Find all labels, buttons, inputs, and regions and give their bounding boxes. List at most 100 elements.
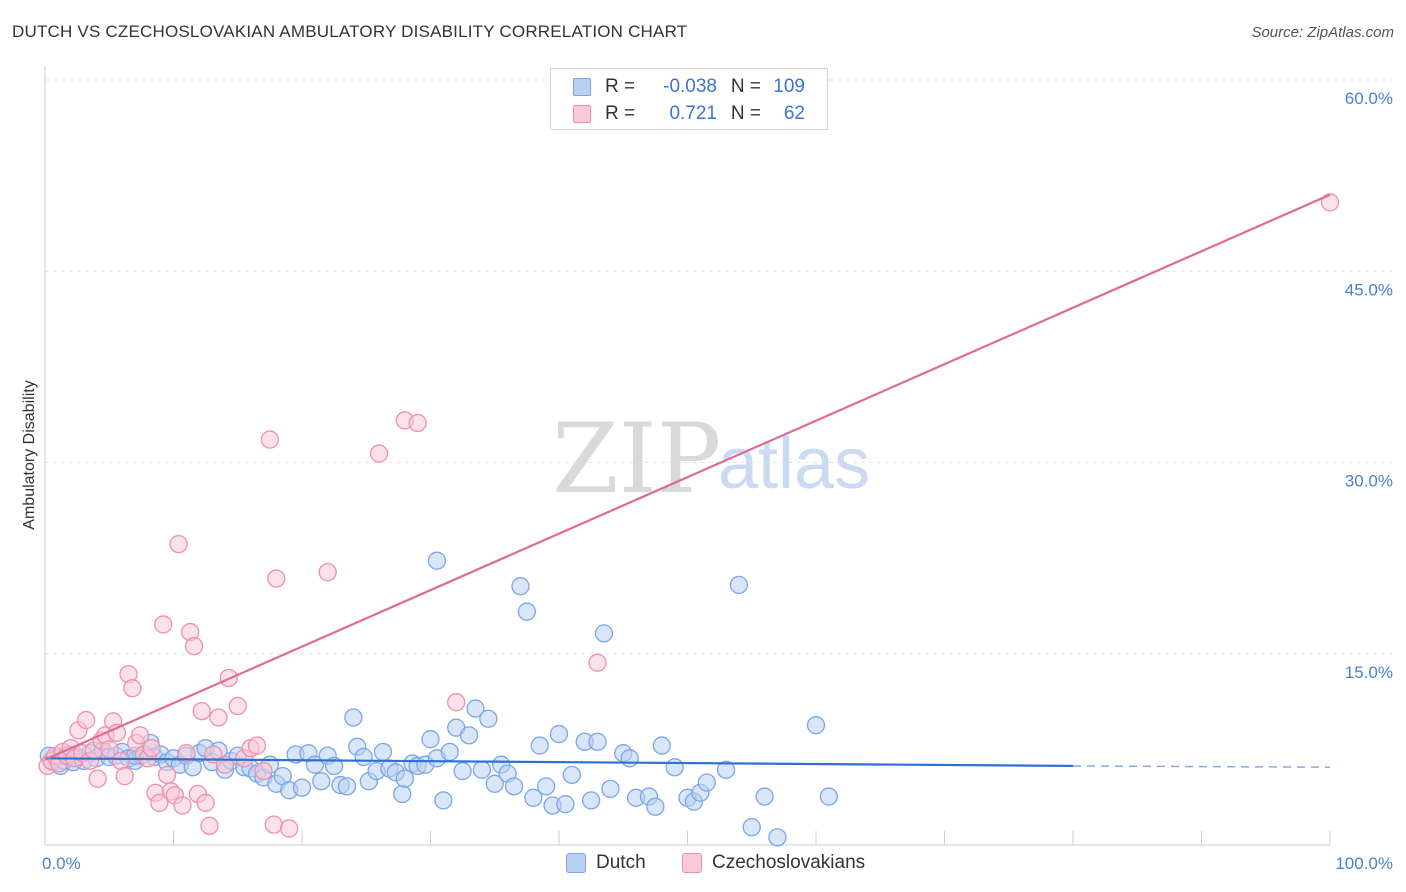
czechoslovakian-point: [88, 769, 107, 788]
legend-n-label: N =: [730, 76, 761, 97]
czechoslovakian-swatch: [682, 853, 702, 873]
watermark-atlas: atlas: [718, 424, 870, 504]
legend-row-dutch: R = -0.038 N = 109: [573, 75, 805, 99]
czechoslovakian-point: [228, 696, 247, 716]
czechoslovakian-point: [200, 816, 219, 836]
dutch-point: [530, 736, 549, 755]
dutch-point: [556, 795, 575, 814]
czechoslovakian-point: [209, 708, 228, 727]
legend-item-dutch[interactable]: Dutch: [566, 852, 646, 874]
dutch-point: [312, 772, 331, 791]
czechoslovakian-swatch: [573, 105, 591, 123]
czechoslovakian-point: [408, 413, 427, 433]
trend-lines: [44, 193, 1331, 768]
dutch-point: [427, 551, 447, 570]
dutch-point: [373, 742, 393, 762]
dutch-point: [620, 749, 639, 768]
legend-n-value: 62: [783, 103, 805, 124]
czechoslovakian-points: [38, 193, 1340, 838]
series-legend: Dutch Czechoslovakians: [0, 852, 1406, 878]
czechoslovakian-point: [264, 815, 283, 834]
dutch-point: [806, 716, 826, 735]
czechoslovakian-point: [115, 767, 134, 786]
legend-n-label: N =: [730, 103, 761, 124]
dutch-point: [652, 736, 671, 755]
dutch-point: [466, 699, 485, 718]
dutch-point: [697, 773, 716, 792]
dutch-point: [729, 575, 749, 595]
dutch-point: [504, 777, 524, 796]
dutch-point: [324, 756, 344, 776]
x-tick-labels: 0.0% 100.0%: [42, 854, 1393, 873]
chart-title: DUTCH VS CZECHOSLOVAKIAN AMBULATORY DISA…: [12, 22, 688, 41]
legend-r-label: R =: [605, 103, 636, 124]
watermark-zip: ZIP: [552, 403, 721, 515]
czechoslovakian-point: [76, 710, 96, 730]
y-tick-label: 15.0%: [1345, 663, 1393, 682]
y-tick-labels: 15.0% 30.0% 45.0% 60.0%: [1345, 89, 1393, 682]
correlation-legend: R = -0.038 N = 109 R = 0.721 N = 62: [550, 68, 828, 130]
czechoslovakian-point: [369, 444, 389, 463]
czechoslovakian-point: [1320, 193, 1340, 212]
legend-r-value: 0.721: [669, 103, 717, 124]
czechoslovakian-point: [254, 761, 273, 781]
legend-row-czechoslovakians: R = 0.721 N = 62: [573, 102, 805, 126]
dutch-point: [479, 709, 498, 728]
dutch-point: [344, 708, 363, 727]
czechoslovakian-point: [267, 569, 286, 588]
y-tick-label: 45.0%: [1345, 280, 1393, 299]
dutch-point: [511, 577, 530, 596]
axes: [44, 66, 1331, 846]
dutch-point: [768, 828, 787, 847]
legend-r-label: R =: [605, 76, 636, 97]
y-axis-label: Ambulatory Disability: [21, 380, 38, 529]
legend-item-label: Czechoslovakians: [712, 852, 866, 873]
dutch-point: [517, 602, 537, 621]
legend-item-label: Dutch: [596, 852, 646, 873]
czechoslovakian-point: [157, 765, 177, 785]
czechoslovakian-point: [169, 534, 188, 554]
dutch-point: [337, 777, 357, 796]
dutch-point: [440, 742, 459, 762]
czechoslovakian-point: [588, 653, 607, 672]
dutch-point: [453, 761, 472, 781]
dutch-point: [524, 788, 543, 807]
czechoslovakian-point: [318, 563, 337, 582]
dutch-point: [395, 769, 414, 788]
y-tick-label: 60.0%: [1345, 89, 1393, 108]
czechoslovakian-point: [154, 615, 173, 634]
czechoslovakian-point: [142, 738, 161, 758]
czechoslovakian-point: [111, 751, 130, 770]
dutch-point: [434, 791, 453, 810]
dutch-point: [819, 787, 838, 806]
legend-n-value: 109: [773, 76, 805, 97]
czechoslovakian-point: [130, 726, 150, 745]
dutch-point: [354, 747, 373, 767]
czechoslovakian-point: [150, 793, 169, 813]
legend-r-value: -0.038: [663, 76, 717, 97]
legend-item-czechoslovakians[interactable]: Czechoslovakians: [682, 852, 865, 874]
dutch-point: [601, 779, 620, 799]
dutch-point: [755, 787, 774, 806]
czechoslovakian-point: [196, 793, 215, 813]
dutch-point: [537, 777, 556, 796]
dutch-point: [665, 758, 684, 777]
dutch-point: [716, 760, 736, 779]
x-tick-label: 100.0%: [1335, 854, 1393, 873]
x-tick-label: 0.0%: [42, 854, 81, 873]
dutch-trend-line: [44, 757, 1074, 768]
dutch-swatch: [573, 78, 591, 96]
dutch-point: [646, 797, 665, 816]
czechoslovakian-point: [447, 693, 466, 712]
y-tick-label: 30.0%: [1345, 472, 1393, 491]
source-label: Source: ZipAtlas.com: [1251, 24, 1394, 41]
dutch-point: [549, 724, 569, 744]
czechoslovakian-point: [279, 819, 299, 838]
czechoslovakian-point: [177, 744, 196, 763]
dutch-point: [459, 726, 479, 745]
dutch-point: [393, 784, 412, 804]
watermark: ZIP atlas: [552, 403, 870, 515]
dutch-point: [588, 732, 607, 751]
dutch-point: [594, 624, 614, 643]
